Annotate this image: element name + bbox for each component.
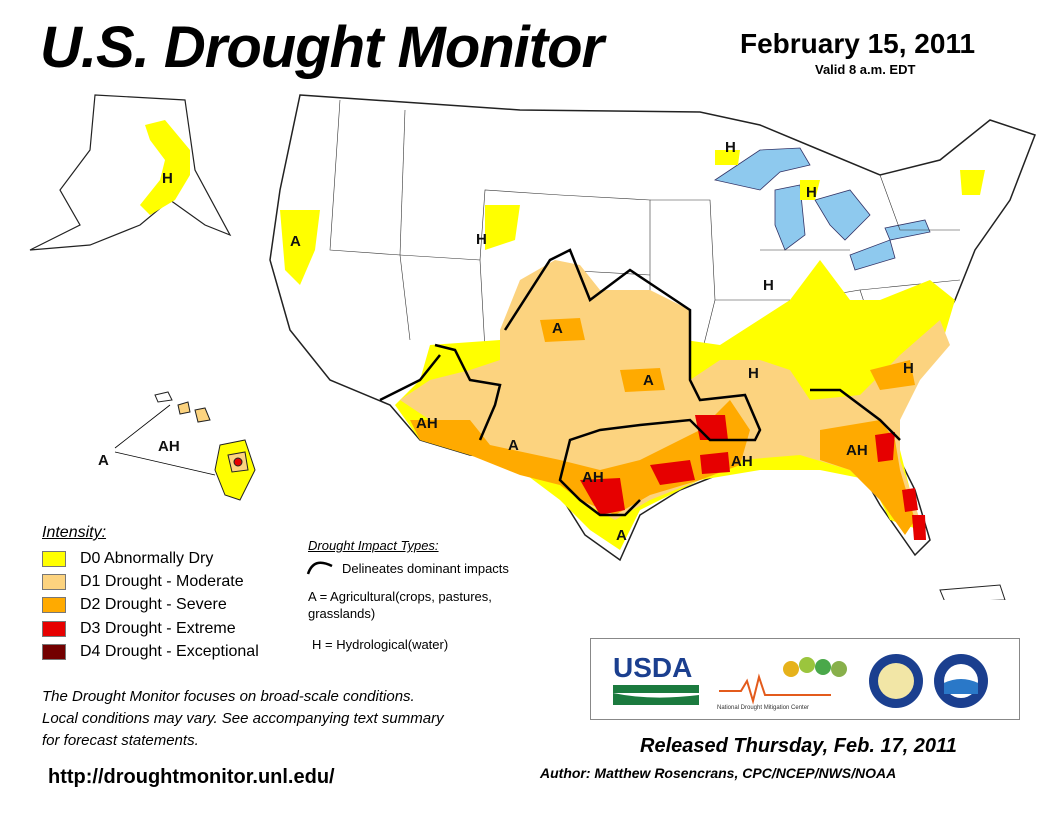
label-carolina-h: H <box>903 360 914 377</box>
map-title: U.S. Drought Monitor <box>40 15 604 80</box>
legend-swatch <box>42 551 66 567</box>
alaska <box>29 94 232 251</box>
usda-stripe <box>613 685 699 693</box>
d1-areas <box>400 260 950 520</box>
hawaii <box>154 391 256 501</box>
label-illinois-h: H <box>763 277 774 294</box>
label-pnw-a: A <box>290 233 301 250</box>
label-texas-coast-a: A <box>616 527 627 544</box>
logos-graphic: USDA National Drought Mitigation Center <box>613 652 988 711</box>
tree-icon <box>815 659 831 675</box>
great-lakes <box>713 147 931 271</box>
partner-logos: USDA National Drought Mitigation Center <box>590 638 1020 720</box>
usda-logo: USDA <box>613 652 692 683</box>
website-link[interactable]: http://droughtmonitor.unl.edu/ <box>48 766 335 788</box>
label-sw-ah: AH <box>416 415 438 432</box>
label-hawaii-a: A <box>98 452 109 469</box>
commerce-seal-inner <box>878 663 914 699</box>
ndmc-pulse-icon <box>719 673 831 705</box>
drought-map: H A H A A AH A AH A H H H H H AH AH AH A <box>29 94 1036 600</box>
label-lakes-h2: H <box>806 184 817 201</box>
label-lakes-h1: H <box>725 139 736 156</box>
label-wyoming-h: H <box>476 231 487 248</box>
legend-item-d3: D3 Drought - Extreme <box>42 620 236 638</box>
legend-label: D1 Drought - Moderate <box>80 573 244 590</box>
label-alaska-h: H <box>162 170 173 187</box>
impact-agricultural: A = Agricultural(crops, pastures, <box>308 589 492 604</box>
label-miss-ah: AH <box>731 453 753 470</box>
label-nm-a: A <box>508 437 519 454</box>
impact-types-heading: Drought Impact Types: <box>308 538 439 553</box>
usda-field-icon <box>613 693 699 705</box>
legend-swatch <box>42 644 66 660</box>
legend-swatch <box>42 621 66 637</box>
map-date: February 15, 2011 <box>740 28 976 59</box>
legend-label: D2 Drought - Severe <box>80 596 227 613</box>
impact-line-icon <box>306 561 333 575</box>
impact-agricultural-cont: grasslands) <box>308 606 376 621</box>
author-credit: Author: Matthew Rosencrans, CPC/NCEP/NWS… <box>540 765 897 781</box>
legend-item-d4: D4 Drought - Exceptional <box>42 643 259 661</box>
d3-areas <box>580 415 926 540</box>
alaska-d0 <box>140 120 190 215</box>
noaa-wave-icon <box>944 679 978 694</box>
valid-time: Valid 8 a.m. EDT <box>815 62 916 77</box>
legend-item-d0: D0 Abnormally Dry <box>42 550 213 568</box>
legend-item-d1: D1 Drought - Moderate <box>42 573 244 591</box>
legend-item-d2: D2 Drought - Severe <box>42 596 227 614</box>
legend-heading: Intensity: <box>42 524 107 541</box>
legend-swatch <box>42 597 66 613</box>
label-tennessee-h: H <box>748 365 759 382</box>
legend-label: D3 Drought - Extreme <box>80 620 236 637</box>
ndmc-logo-text: National Drought Mitigation Center <box>717 705 809 711</box>
legend-swatch <box>42 574 66 590</box>
impact-boundaries <box>379 248 901 517</box>
label-texas-ah: AH <box>582 469 604 486</box>
impact-hydrological: H = Hydrological(water) <box>312 637 449 652</box>
impact-delineates: Delineates dominant impacts <box>342 561 509 576</box>
focus-line: Local conditions may vary. See accompany… <box>42 710 444 727</box>
hawaii-pointers <box>114 404 216 476</box>
legend-label: D0 Abnormally Dry <box>80 550 214 567</box>
legend-label: D4 Drought - Exceptional <box>80 643 259 660</box>
released-date: Released Thursday, Feb. 17, 2011 <box>640 735 957 757</box>
focus-note: The Drought Monitor focuses on broad-sca… <box>42 686 582 752</box>
label-hawaii-ah: AH <box>158 438 180 455</box>
label-kansas-a: A <box>643 372 654 389</box>
tree-icon <box>783 661 799 677</box>
tree-icon <box>831 661 847 677</box>
focus-line: for forecast statements. <box>42 732 199 749</box>
puerto-rico <box>939 584 1006 600</box>
label-plains-a: A <box>552 320 563 337</box>
tree-icon <box>799 657 815 673</box>
focus-line: The Drought Monitor focuses on broad-sca… <box>42 688 415 705</box>
label-georgia-ah: AH <box>846 442 868 459</box>
